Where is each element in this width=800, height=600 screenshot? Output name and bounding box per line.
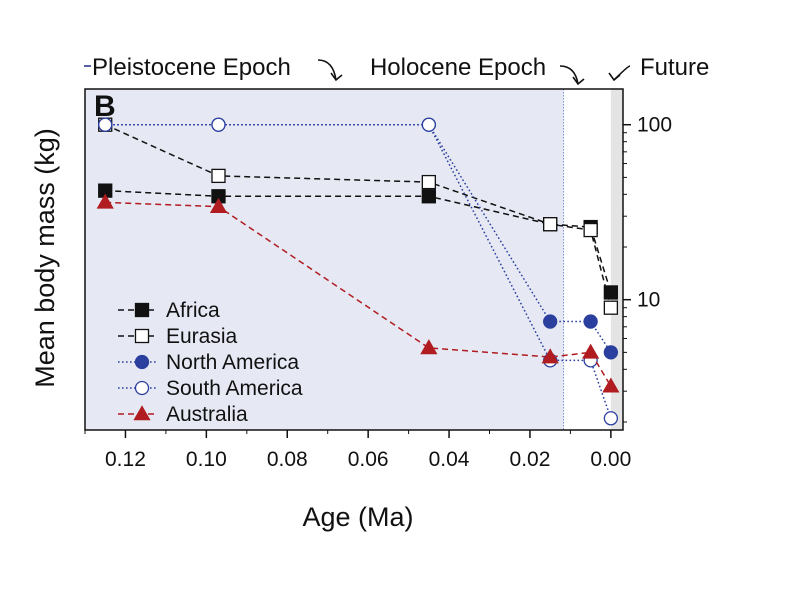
data-point-south-america [211, 117, 226, 132]
x-axis-label: Age (Ma) [302, 502, 413, 532]
epoch-label-future: Future [640, 54, 709, 81]
epoch-bands [85, 89, 623, 430]
legend-item-south-america: South America [118, 377, 303, 400]
series-line-africa [105, 189, 612, 293]
epoch-band-future [610, 89, 623, 430]
legend-label-south-america: South America [166, 377, 303, 400]
legend-marker-australia [133, 405, 151, 421]
panel-label: B [94, 90, 116, 123]
data-point-south-america [421, 117, 436, 132]
legend-marker-africa [134, 302, 150, 318]
x-tick-label: 0.02 [510, 448, 551, 471]
x-tick-label: 0.08 [267, 448, 308, 471]
data-point-eurasia [543, 217, 558, 232]
legend-marker-north-america [134, 354, 150, 370]
y-axis-label: Mean body mass (kg) [30, 128, 60, 388]
data-point-south-america [98, 117, 113, 132]
legend-label-eurasia: Eurasia [166, 325, 238, 348]
legend-item-north-america: North America [118, 351, 299, 374]
legend-label-north-america: North America [166, 351, 299, 374]
legend-label-africa: Africa [166, 299, 220, 322]
series-layer [96, 117, 620, 426]
epoch-arrowhead-future [608, 72, 621, 82]
epoch-band-holocene-epoch [563, 89, 611, 430]
legend-item-australia: Australia [118, 403, 248, 426]
data-point-south-america [603, 411, 619, 426]
data-point-eurasia [603, 300, 619, 315]
data-point-australia [582, 343, 600, 359]
series-australia [96, 193, 620, 393]
series-line-eurasia [104, 124, 612, 308]
data-point-eurasia [583, 222, 598, 238]
y-tick-label: 100 [637, 114, 672, 137]
epoch-label-holocene-epoch: Holocene Epoch [370, 54, 546, 81]
y-axis: 10 100 [623, 114, 672, 423]
data-point-australia [420, 339, 438, 355]
data-point-australia [541, 348, 559, 364]
data-point-north-america [603, 345, 619, 360]
epoch-band-pleistocene-epoch [85, 89, 564, 430]
x-tick-label: 0.10 [186, 448, 227, 471]
epoch-arrow-pleistocene-epoch [317, 59, 337, 81]
data-point-north-america [583, 314, 598, 329]
epoch-arrowhead-pleistocene-epoch [330, 72, 343, 82]
legend: Africa Eurasia North America South America A… [118, 299, 303, 426]
data-point-eurasia [211, 168, 226, 184]
y-tick-label: 10 [637, 289, 660, 312]
epoch-labels: Pleistocene Epoch Holocene Epoch Future [84, 54, 709, 86]
data-point-north-america [543, 314, 558, 329]
legend-marker-eurasia [134, 328, 150, 344]
legend-marker-south-america [134, 380, 150, 396]
x-tick-label: 0.12 [105, 448, 146, 471]
epoch-arrow-holocene-epoch [559, 65, 579, 85]
data-point-australia [602, 377, 620, 393]
x-tick-label: 0.06 [348, 448, 389, 471]
legend-item-eurasia: Eurasia [118, 325, 238, 348]
data-point-africa [421, 189, 436, 204]
data-point-australia [96, 193, 114, 209]
epoch-arrowhead-holocene-epoch [572, 76, 585, 86]
epoch-label-pleistocene-epoch: Pleistocene Epoch [92, 54, 291, 81]
x-axis: 0.12 0.10 0.08 0.06 0.04 0.02 0.00 [84, 430, 631, 471]
legend-label-australia: Australia [166, 403, 248, 426]
data-point-eurasia [421, 174, 436, 190]
legend-item-africa: Africa [118, 299, 220, 322]
data-point-australia [209, 197, 228, 213]
series-line-south-america [105, 123, 612, 419]
x-tick-label: 0.00 [590, 448, 631, 471]
plot-frame [84, 88, 624, 431]
x-tick-label: 0.04 [429, 448, 470, 471]
